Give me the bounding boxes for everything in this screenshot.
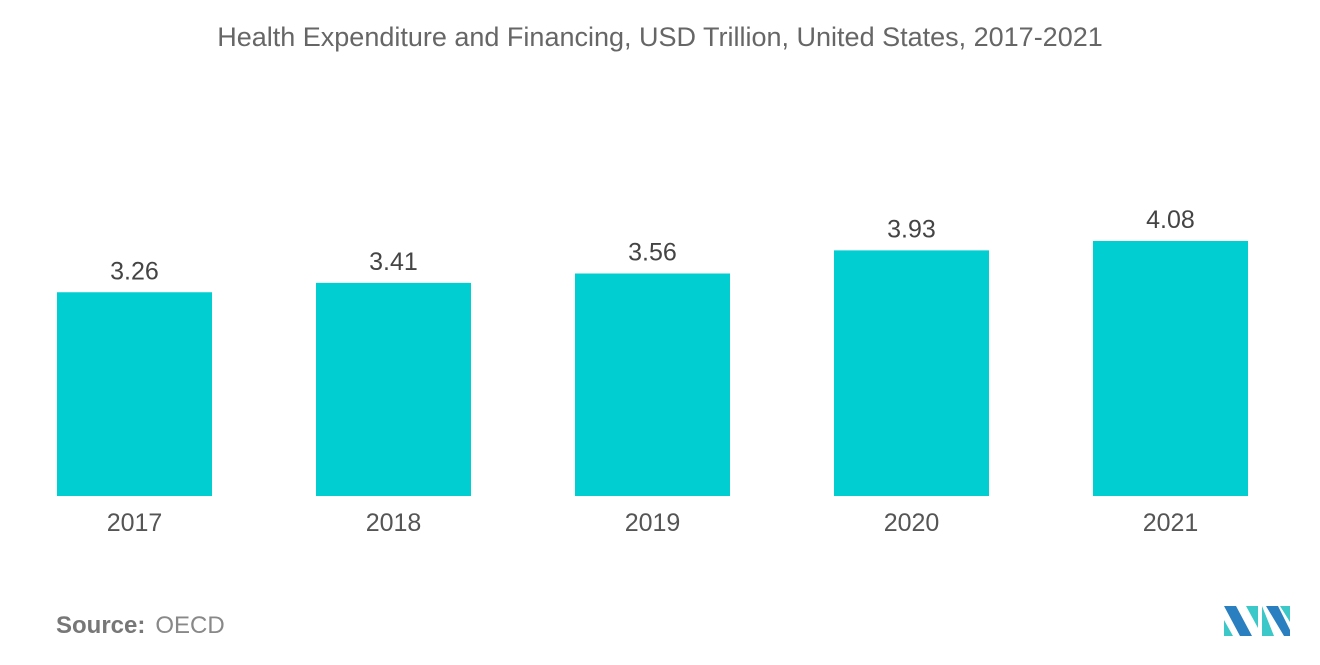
bar-2018 xyxy=(316,282,471,496)
data-label: 4.08 xyxy=(1146,206,1195,234)
x-tick-label: 2020 xyxy=(884,509,940,537)
mordor-logo xyxy=(1224,606,1290,636)
bar-2021 xyxy=(1093,241,1248,496)
data-label: 3.93 xyxy=(887,215,936,243)
data-label: 3.41 xyxy=(369,248,418,276)
bar-2017 xyxy=(57,292,212,496)
bar-2020 xyxy=(834,250,989,496)
x-tick-label: 2018 xyxy=(366,509,422,537)
source-label: Source: xyxy=(56,612,146,639)
source-value: OECD xyxy=(155,612,225,639)
data-label: 3.56 xyxy=(628,239,677,267)
source-note: Source: OECD xyxy=(56,612,225,640)
chart-title: Health Expenditure and Financing, USD Tr… xyxy=(217,22,1103,52)
x-tick-label: 2019 xyxy=(625,509,681,537)
x-tick-label: 2021 xyxy=(1143,509,1199,537)
x-tick-label: 2017 xyxy=(107,509,163,537)
data-label: 3.26 xyxy=(110,257,159,285)
bar-2019 xyxy=(575,273,730,496)
